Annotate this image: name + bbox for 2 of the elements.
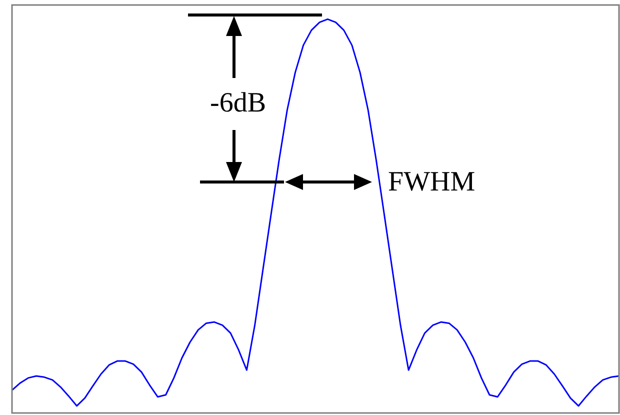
annotation: FWHM	[388, 166, 476, 198]
annotation: -6dB	[210, 87, 266, 118]
